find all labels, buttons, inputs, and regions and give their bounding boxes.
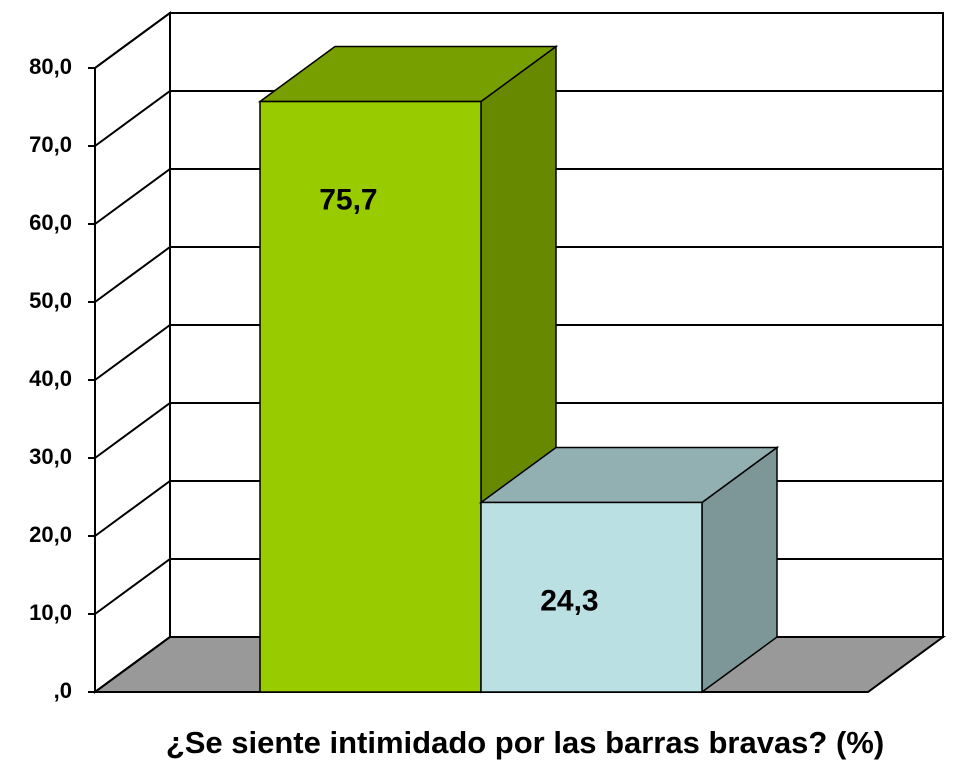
grid-line — [94, 168, 943, 225]
grid-line — [94, 324, 943, 381]
y-tick-label: 50,0 — [29, 288, 72, 313]
y-tick-label: 60,0 — [29, 210, 72, 235]
y-tick-label: 80,0 — [29, 54, 72, 79]
bar — [259, 100, 482, 693]
y-tick-label: 70,0 — [29, 132, 72, 157]
chart-title: ¿Se siente intimidado por las barras bra… — [166, 725, 884, 760]
value-label: 24,3 — [540, 584, 598, 617]
y-tick-label: 10,0 — [29, 600, 72, 625]
grid-line — [94, 12, 943, 69]
grid-line — [94, 246, 943, 303]
grid-line — [94, 402, 943, 459]
y-tick-label: 40,0 — [29, 366, 72, 391]
value-label: 75,7 — [319, 183, 377, 216]
y-tick-label: ,0 — [54, 678, 72, 703]
y-tick-label: 20,0 — [29, 522, 72, 547]
bar — [480, 501, 703, 693]
y-tick-label: 30,0 — [29, 444, 72, 469]
grid-line — [94, 90, 943, 147]
